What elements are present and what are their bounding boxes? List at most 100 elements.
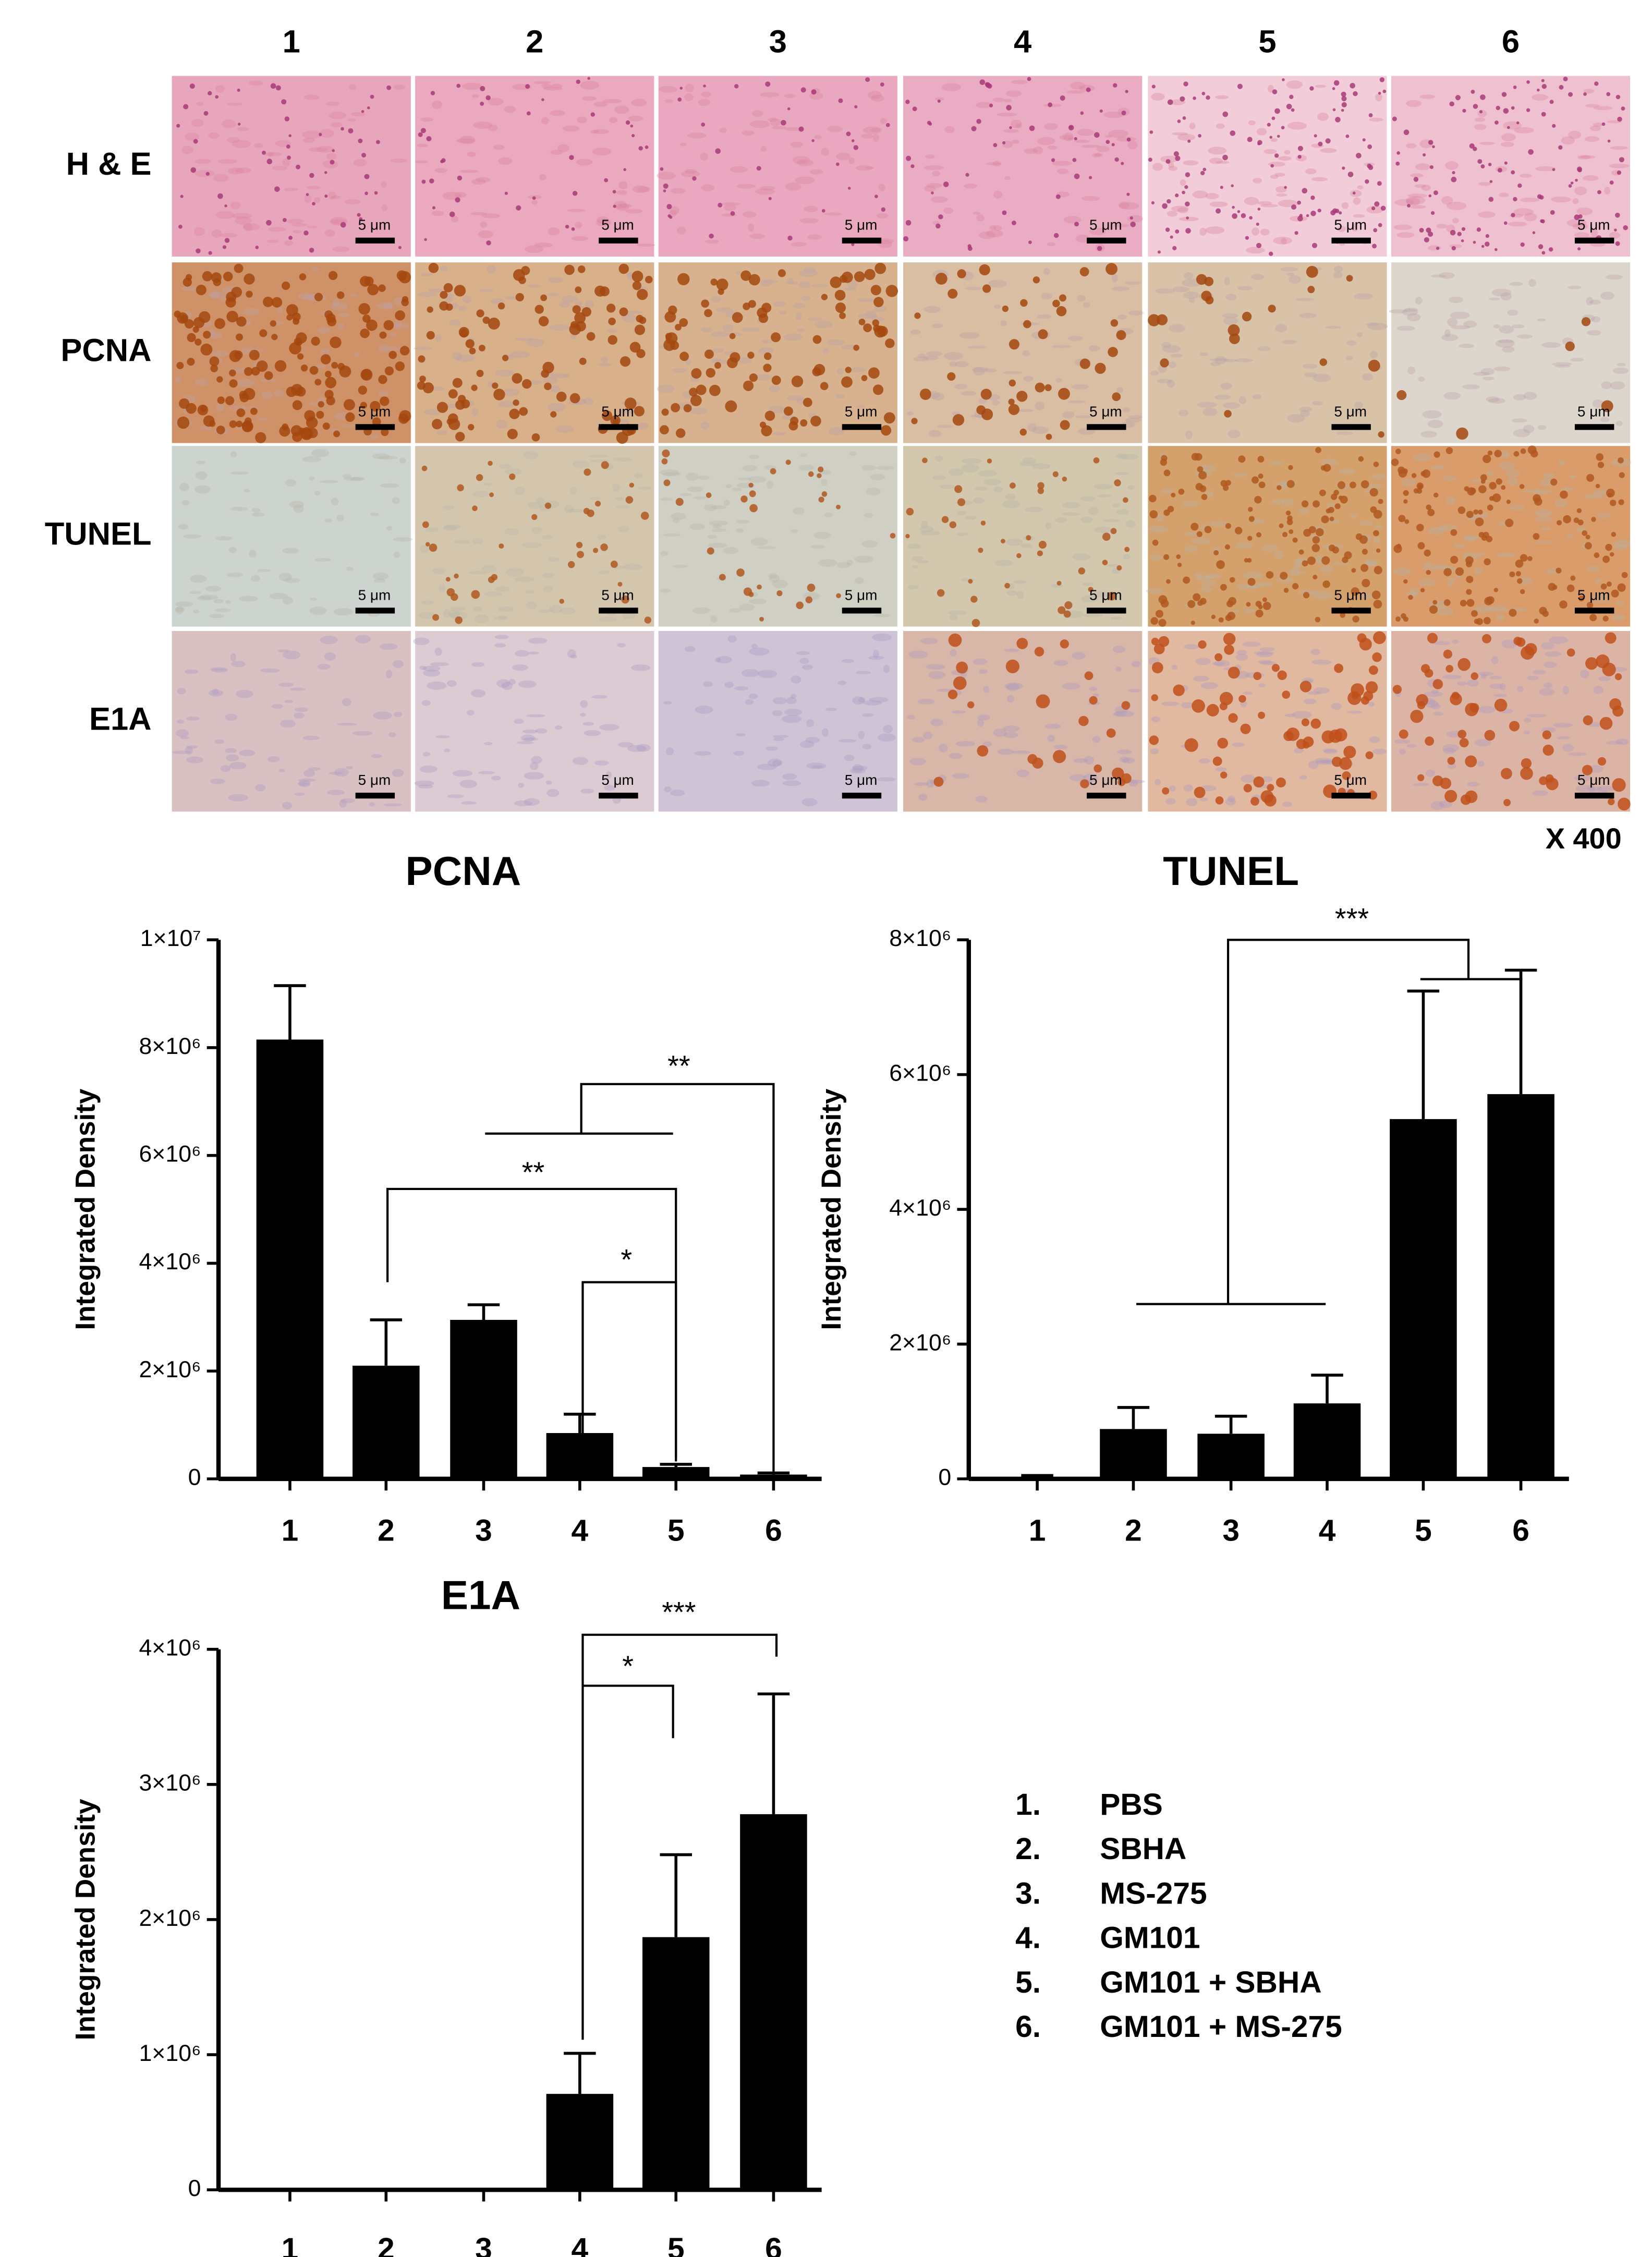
- micrograph-nucleus: [1248, 506, 1253, 512]
- micrograph-texture: [550, 149, 563, 155]
- micrograph-texture: [737, 477, 751, 481]
- micrograph-texture: [1075, 415, 1094, 419]
- micrograph-texture: [931, 392, 945, 401]
- micrograph-texture: [430, 662, 449, 666]
- micrograph-nucleus: [455, 616, 463, 624]
- micrograph-nucleus: [1456, 427, 1468, 440]
- micrograph-texture: [1528, 279, 1536, 287]
- micrograph-nucleus: [516, 205, 521, 211]
- micrograph-texture: [274, 321, 284, 325]
- micrograph-texture: [1015, 123, 1022, 128]
- micrograph-nucleus: [1395, 161, 1400, 166]
- micrograph-nucleus: [756, 166, 761, 171]
- micrograph-texture: [1284, 713, 1296, 717]
- micrograph-texture: [872, 614, 891, 617]
- micrograph-texture: [1115, 666, 1122, 672]
- micrograph-nucleus: [388, 350, 397, 359]
- micrograph-nucleus: [512, 373, 523, 384]
- micrograph-nucleus: [1228, 666, 1240, 679]
- micrograph-texture: [824, 512, 833, 518]
- micrograph-texture: [418, 612, 437, 619]
- micrograph-background: [172, 76, 411, 257]
- micrograph-nucleus: [691, 368, 702, 379]
- micrograph-nucleus: [1178, 489, 1185, 495]
- micrograph-nucleus: [209, 356, 220, 367]
- micrograph-texture: [852, 696, 865, 705]
- micrograph-texture: [516, 741, 534, 745]
- micrograph-nucleus: [967, 244, 971, 248]
- micrograph-texture: [1182, 500, 1199, 508]
- micrograph-texture: [1256, 128, 1267, 136]
- micrograph-texture: [685, 359, 692, 365]
- micrograph-texture: [467, 151, 476, 157]
- micrograph-nucleus: [970, 596, 978, 603]
- micrograph-nucleus: [1002, 305, 1009, 312]
- bar: [256, 1039, 324, 1479]
- micrograph-texture: [1421, 185, 1431, 191]
- micrograph-texture: [751, 110, 763, 117]
- micrograph-texture: [432, 567, 446, 575]
- micrograph-nucleus: [1329, 516, 1334, 521]
- micrograph-nucleus: [1319, 489, 1326, 496]
- micrograph-texture: [979, 669, 988, 674]
- micrograph-nucleus: [1151, 637, 1159, 646]
- micrograph-texture: [225, 748, 237, 754]
- micrograph-texture: [1043, 103, 1062, 107]
- micrograph-texture: [1533, 670, 1546, 675]
- micrograph-texture: [1546, 568, 1558, 575]
- micrograph-nucleus: [1269, 136, 1272, 139]
- micrograph-texture: [1076, 234, 1090, 243]
- micrograph-texture: [481, 565, 497, 573]
- micrograph-nucleus: [764, 410, 775, 421]
- micrograph-nucleus: [1232, 213, 1237, 219]
- micrograph-nucleus: [1481, 535, 1488, 541]
- micrograph-texture: [952, 773, 969, 779]
- micrograph-texture: [976, 795, 988, 803]
- micrograph-nucleus: [707, 547, 714, 555]
- micrograph-nucleus: [1471, 610, 1478, 617]
- micrograph-texture: [727, 635, 737, 642]
- scale-bar: [1331, 793, 1371, 799]
- micrograph-texture: [550, 373, 568, 379]
- micrograph-texture: [1501, 639, 1517, 649]
- micrograph-texture: [1543, 682, 1553, 688]
- micrograph-nucleus: [1055, 194, 1061, 199]
- micrograph-texture: [379, 643, 398, 650]
- micrograph-nucleus: [873, 324, 881, 332]
- micrograph-nucleus: [906, 155, 912, 161]
- micrograph-texture: [215, 536, 233, 541]
- micrograph-texture: [1448, 577, 1456, 581]
- micrograph-texture: [423, 670, 441, 677]
- micrograph-nucleus: [286, 314, 293, 321]
- micrograph-texture: [471, 178, 486, 185]
- scale-bar-label: 5 μm: [1334, 587, 1367, 603]
- micrograph-nucleus: [1186, 216, 1189, 220]
- micrograph-texture: [659, 588, 671, 593]
- x-tick-label: 6: [1512, 1514, 1529, 1548]
- micrograph-nucleus: [1443, 568, 1452, 576]
- micrograph-nucleus: [665, 333, 672, 340]
- micrograph-texture: [923, 355, 939, 360]
- micrograph-texture: [269, 592, 288, 600]
- micrograph-texture: [722, 324, 735, 332]
- micrograph-nucleus: [759, 616, 764, 622]
- micrograph-nucleus: [985, 82, 990, 87]
- micrograph-nucleus: [1260, 790, 1274, 803]
- micrograph-nucleus: [1291, 108, 1295, 112]
- micrograph-texture: [1264, 149, 1277, 154]
- micrograph-nucleus: [255, 432, 266, 443]
- micrograph-texture: [1051, 345, 1072, 348]
- micrograph-nucleus: [1016, 553, 1022, 559]
- micrograph-nucleus: [1002, 141, 1006, 144]
- micrograph-nucleus: [1247, 536, 1253, 541]
- micrograph-texture: [1486, 396, 1500, 403]
- micrograph-texture: [1248, 120, 1256, 126]
- micrograph-texture: [1097, 494, 1111, 497]
- micrograph-texture: [1233, 472, 1248, 477]
- micrograph-texture: [369, 802, 375, 807]
- micrograph-texture: [1202, 407, 1218, 417]
- micrograph-texture: [210, 350, 229, 357]
- error-bar: [757, 1471, 790, 1475]
- y-tick-label: 2×10⁶: [889, 1330, 951, 1355]
- micrograph-texture: [1592, 399, 1604, 408]
